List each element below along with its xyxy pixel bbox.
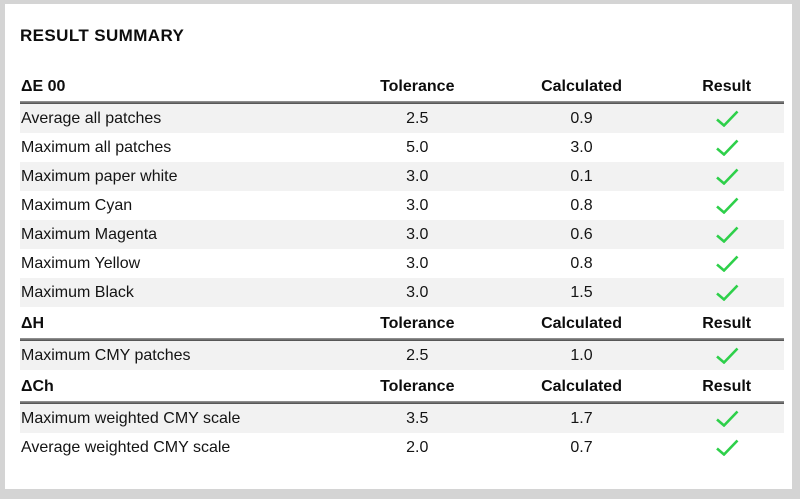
table-row: Maximum Black 3.0 1.5 <box>20 278 784 307</box>
tolerance-value: 3.0 <box>406 254 429 272</box>
table-row: Maximum weighted CMY scale 3.5 1.7 <box>20 404 784 433</box>
calculated-value: 0.8 <box>570 196 593 214</box>
calculated-value: 3.0 <box>570 138 593 156</box>
calculated-value: 1.0 <box>493 341 670 370</box>
check-icon <box>715 284 739 301</box>
column-header-calculated: Calculated <box>493 307 670 338</box>
row-label: Maximum all patches <box>21 138 172 156</box>
tolerance-value: 5.0 <box>406 138 429 156</box>
check-icon <box>715 110 739 127</box>
section-divider <box>20 401 784 404</box>
table-row: Average all patches 2.5 0.9 <box>20 104 784 133</box>
column-header-tolerance: Tolerance <box>340 307 494 338</box>
tolerance-value: 3.0 <box>340 220 494 249</box>
table-row: Maximum CMY patches 2.5 1.0 <box>20 341 784 370</box>
section-header-row: ΔCh Tolerance Calculated Result <box>20 370 784 401</box>
section-metric-label: ΔH <box>20 307 341 338</box>
table-row: Maximum Yellow 3.0 0.8 <box>20 249 784 278</box>
column-header-result: Result <box>669 70 784 101</box>
tolerance-value: 3.0 <box>340 278 494 307</box>
section-metric-label: ΔE 00 <box>20 70 341 101</box>
section-header-row: ΔE 00 Tolerance Calculated Result <box>20 70 784 101</box>
result-cell <box>669 220 784 249</box>
row-label: Maximum Black <box>20 278 341 307</box>
row-label: Maximum CMY patches <box>20 341 341 370</box>
page-title: RESULT SUMMARY <box>20 26 185 45</box>
tolerance-value: 2.5 <box>340 104 494 133</box>
result-cell <box>669 133 784 162</box>
section-metric-label: ΔCh <box>20 370 341 401</box>
column-header-calculated: Calculated <box>493 70 670 101</box>
result-table: ΔE 00 Tolerance Calculated Result Averag… <box>20 70 784 462</box>
row-label: Maximum Yellow <box>21 254 141 272</box>
table-row: Maximum Cyan 3.0 0.8 <box>20 191 784 220</box>
tolerance-value: 2.5 <box>340 341 494 370</box>
tolerance-value: 3.0 <box>340 162 494 191</box>
check-icon <box>715 197 739 214</box>
result-cell <box>669 104 784 133</box>
column-header-calculated: Calculated <box>493 370 670 401</box>
check-icon <box>715 410 739 427</box>
calculated-value: 0.6 <box>493 220 670 249</box>
result-cell <box>669 341 784 370</box>
table-row: Maximum Magenta 3.0 0.6 <box>20 220 784 249</box>
calculated-value: 0.7 <box>570 438 593 456</box>
row-label: Maximum Magenta <box>20 220 341 249</box>
column-header-tolerance: Tolerance <box>340 70 494 101</box>
table-row: Average weighted CMY scale 2.0 0.7 <box>20 433 784 462</box>
result-cell <box>669 278 784 307</box>
row-label: Maximum paper white <box>20 162 341 191</box>
table-row: Maximum paper white 3.0 0.1 <box>20 162 784 191</box>
section-header-row: ΔH Tolerance Calculated Result <box>20 307 784 338</box>
section-divider <box>20 101 784 104</box>
table-row: Maximum all patches 5.0 3.0 <box>20 133 784 162</box>
calculated-value: 0.8 <box>570 254 593 272</box>
tolerance-value: 3.0 <box>406 196 429 214</box>
check-icon <box>715 347 739 364</box>
calculated-value: 0.9 <box>493 104 670 133</box>
check-icon <box>715 226 739 243</box>
check-icon <box>715 439 739 456</box>
section-rule <box>20 338 784 341</box>
row-label: Maximum Cyan <box>21 196 133 214</box>
check-icon <box>715 168 739 185</box>
calculated-value: 1.5 <box>493 278 670 307</box>
tolerance-value: 3.5 <box>340 404 494 433</box>
result-summary-panel: RESULT SUMMARY ΔE 00 Tolerance Calculate… <box>5 4 792 489</box>
result-cell <box>669 162 784 191</box>
result-table-body: ΔE 00 Tolerance Calculated Result Averag… <box>20 70 784 462</box>
check-icon <box>715 255 739 272</box>
check-icon <box>715 139 739 156</box>
section-rule <box>20 101 784 104</box>
column-header-result: Result <box>669 307 784 338</box>
result-cell <box>669 191 784 220</box>
result-cell <box>669 249 784 278</box>
section-rule <box>20 401 784 404</box>
result-cell <box>669 433 784 462</box>
row-label: Average all patches <box>20 104 341 133</box>
row-label: Average weighted CMY scale <box>21 438 231 456</box>
row-label: Maximum weighted CMY scale <box>20 404 341 433</box>
calculated-value: 1.7 <box>493 404 670 433</box>
column-header-tolerance: Tolerance <box>340 370 494 401</box>
calculated-value: 0.1 <box>493 162 670 191</box>
section-divider <box>20 338 784 341</box>
result-cell <box>669 404 784 433</box>
column-header-result: Result <box>669 370 784 401</box>
tolerance-value: 2.0 <box>406 438 429 456</box>
